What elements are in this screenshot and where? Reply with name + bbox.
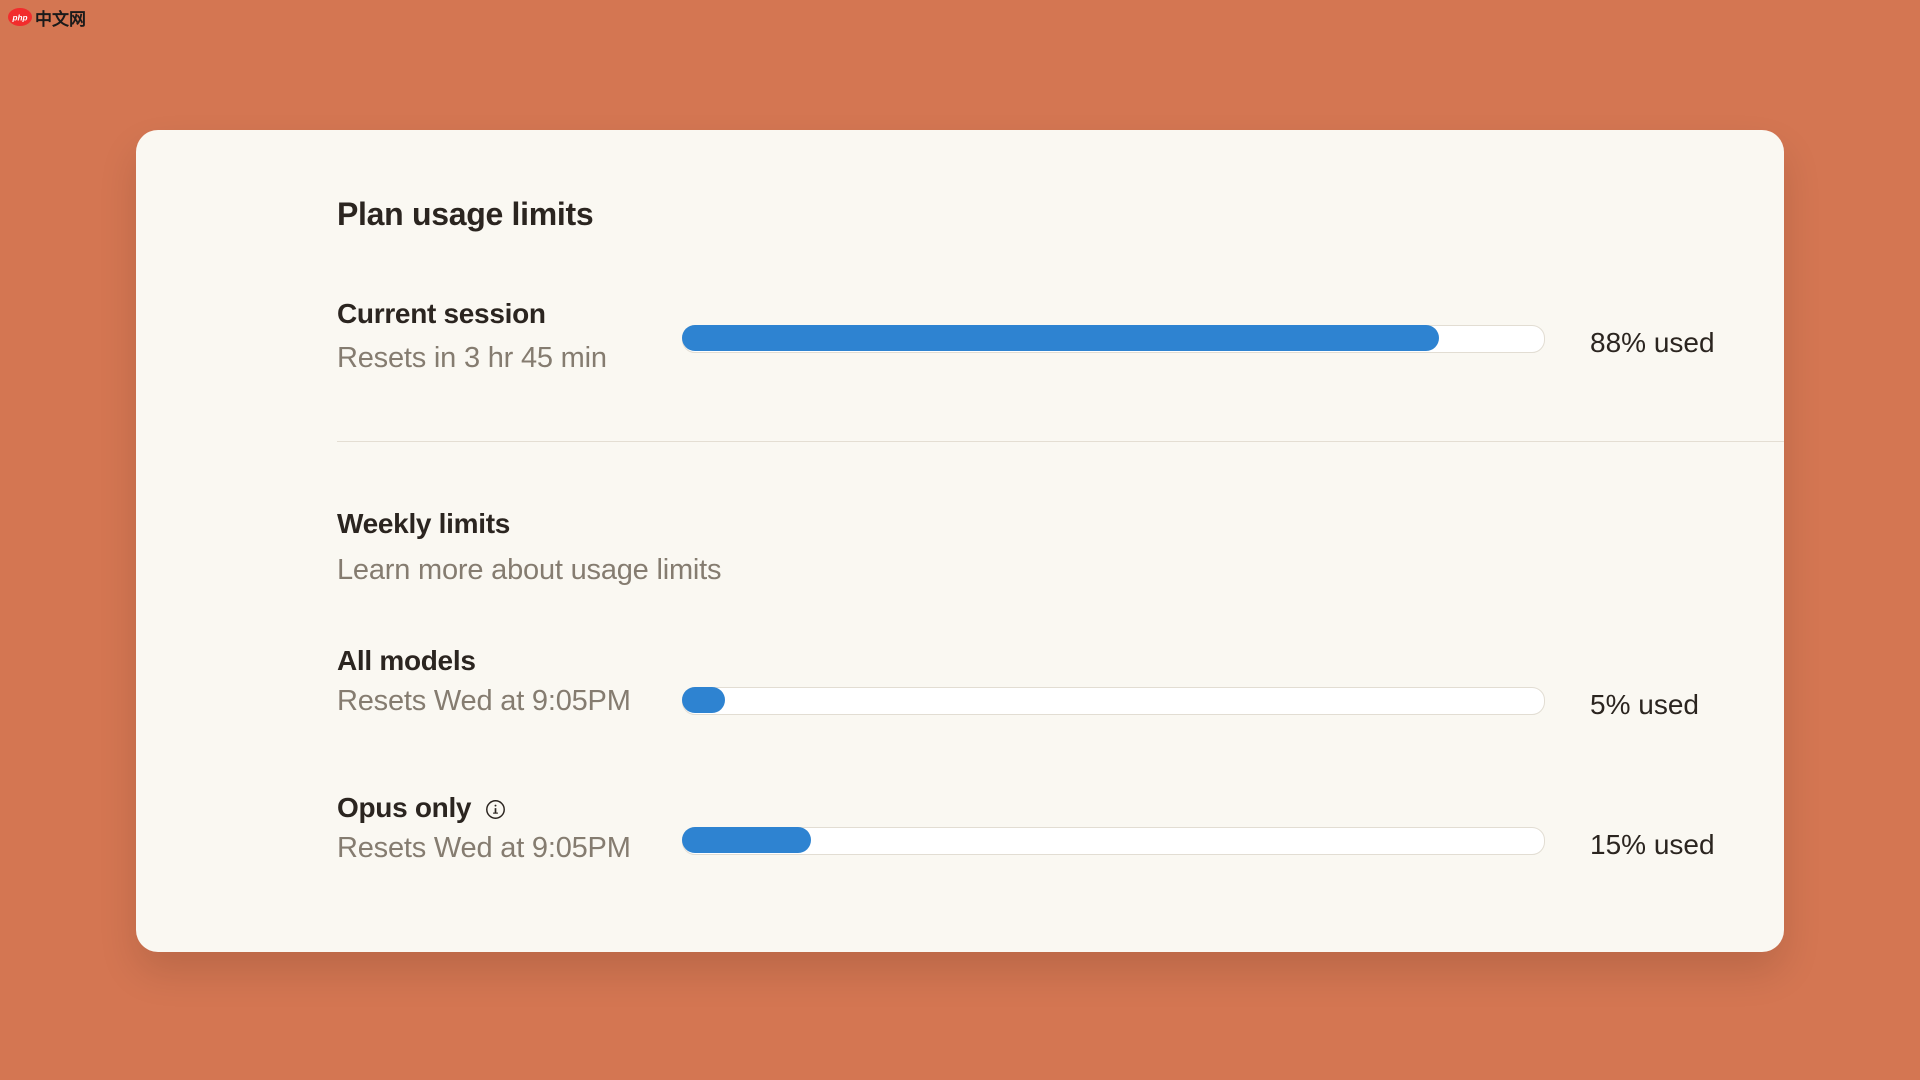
svg-text:php: php	[11, 13, 27, 22]
